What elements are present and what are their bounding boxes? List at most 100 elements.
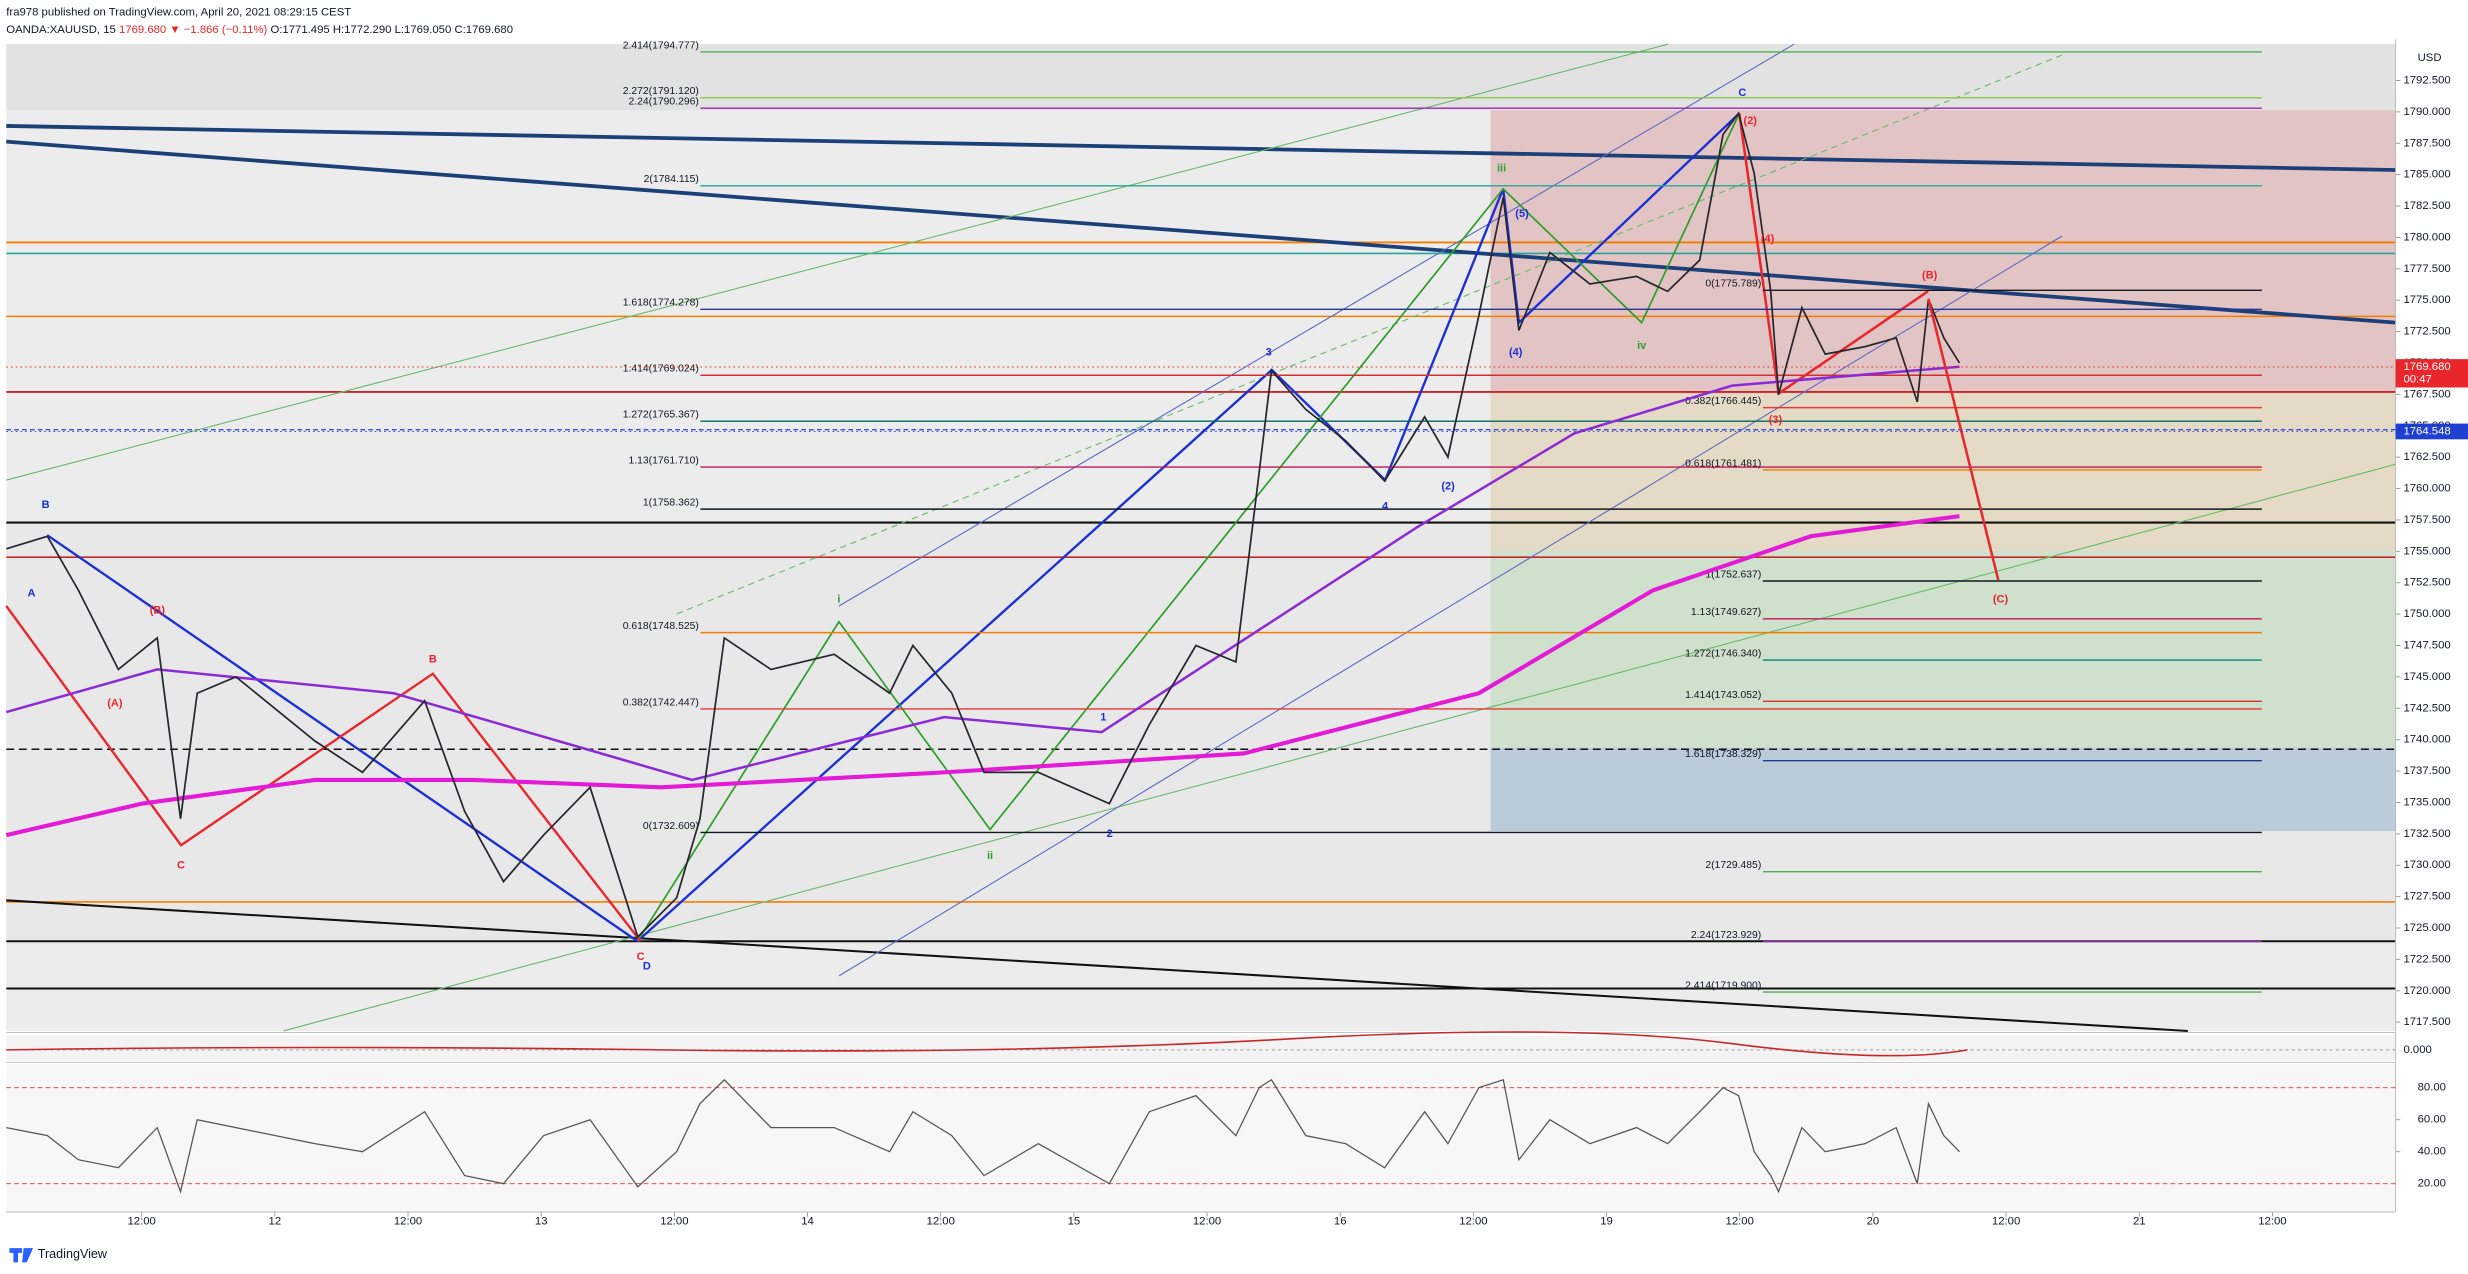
wave-label: C [1738,87,1746,99]
y-tick-label: 1742.500 [2403,702,2450,714]
zone-green [1490,550,2396,748]
y-tick-label: 1740.000 [2403,734,2450,746]
fib-label: 2.272(1791.120) [623,86,699,97]
low: L:1769.050 [395,24,452,36]
macd-tick-label: 0.000 [2403,1044,2431,1056]
x-tick-label: 21 [2133,1215,2146,1227]
wave-label: (C) [1993,594,2009,606]
y-tick-label: 1790.000 [2403,106,2450,118]
wave-label: C [177,860,185,872]
wave-label: (2) [1744,115,1758,127]
rsi-line [6,1078,1960,1194]
y-tick-label: 1775.000 [2403,294,2450,306]
fib-label: 0(1732.609) [643,821,699,832]
fib-label: 1.13(1761.710) [628,456,698,467]
fib-label: 1.618(1774.278) [623,298,699,309]
rsi-pane [6,1064,2396,1212]
y-tick-label: 1732.500 [2403,828,2450,840]
wave-label: (A) [107,697,123,709]
y-tick-label: 1730.000 [2403,859,2450,871]
wave-pattern [636,112,1741,943]
pane-background [6,44,2396,1212]
change: ▼ −1.866 (−0.11%) [169,24,267,36]
moving-average [5,514,1960,838]
wave-label: (B) [150,605,166,617]
wave-pattern [5,605,642,942]
x-tick-label: 12:00 [2258,1215,2286,1227]
wave-label: 3 [1266,346,1272,358]
trend-line [6,124,2396,172]
trend-line [6,139,2396,325]
price-tag-countdown: 00:47 [2403,374,2431,386]
y-tick-label: 1735.000 [2403,796,2450,808]
x-tick-label: 19 [1600,1215,1613,1227]
y-tick-label: 1777.500 [2403,263,2450,275]
x-tick-label: 12:00 [394,1215,422,1227]
fib-label: 1.13(1749.627) [1691,607,1761,618]
y-tick-label: 1782.500 [2403,200,2450,212]
fib-label: 0(1775.789) [1705,279,1761,290]
price-tag-label: 1769.680 [2403,361,2450,373]
rsi-tick-label: 80.00 [2418,1082,2446,1094]
x-tick-label: 14 [801,1215,814,1227]
price-tag [2395,359,2468,388]
currency: USD [2418,52,2442,64]
y-tick-label: 1787.500 [2403,137,2450,149]
y-tick-label: 1780.000 [2403,231,2450,243]
channel-line [6,43,1669,481]
x-tick-label: 12:00 [1726,1215,1754,1227]
fib-label: 1(1758.362) [643,498,699,509]
y-tick-label: 1792.500 [2403,74,2450,86]
wave-pattern [46,534,639,943]
rsi-tick-label: 40.00 [2418,1146,2446,1158]
x-tick-label: 12:00 [1459,1215,1487,1227]
publisher: fra978 published on TradingView.com, Apr… [6,7,351,19]
high: H:1772.290 [333,24,392,36]
x-tick-label: 15 [1068,1215,1081,1227]
fib-label: 1(1752.637) [1705,569,1761,580]
fib-label: 2(1729.485) [1705,860,1761,871]
x-tick-label: 20 [1867,1215,1880,1227]
y-tick-label: 1760.000 [2403,483,2450,495]
channel-line [838,235,2063,977]
x-tick-label: 12:00 [128,1215,156,1227]
price-line [6,111,1961,939]
symbol: OANDA:XAUUSD, 15 [6,24,116,36]
fib-label: 0.618(1748.525) [623,621,699,632]
fib-label: 2.414(1794.777) [623,40,699,51]
wave-label: (4) [1761,233,1775,245]
x-tick-label: 12:00 [1193,1215,1221,1227]
fib-label: 2.414(1719.900) [1685,980,1761,991]
y-tick-label: 1722.500 [2403,953,2450,965]
wave-label: ii [987,850,993,862]
y-tick-label: 1767.500 [2403,388,2450,400]
rsi-tick-label: 60.00 [2418,1114,2446,1126]
forecast-line [1927,298,2000,581]
wave-label: 4 [1382,501,1389,513]
y-tick-label: 1737.500 [2403,765,2450,777]
fib-label: 1.618(1738.329) [1685,749,1761,760]
y-tick-label: 1750.000 [2403,608,2450,620]
wave-label: (B) [1922,269,1938,281]
y-tick-label: 1747.500 [2403,640,2450,652]
wave-label: B [429,653,437,665]
wave-label: (4) [1509,346,1523,358]
price-tag [2395,423,2468,440]
x-tick-label: 12 [269,1215,282,1227]
fib-label: 2(1784.115) [644,174,699,185]
price-tag-label: 1764.548 [2403,425,2450,437]
zone-red [1490,110,2396,394]
trend-line [6,899,2188,1032]
wave-label: i [837,594,840,606]
fib-label: 0.618(1761.481) [1685,458,1761,469]
y-tick-label: 1720.000 [2403,985,2450,997]
fib-label: 1.272(1765.367) [623,410,699,421]
x-tick-label: 12:00 [660,1215,688,1227]
wave-label: A [28,587,36,599]
band [6,44,2396,111]
macd-wave [6,1031,1968,1057]
wave-label: C [637,951,645,963]
wave-label: (3) [1769,414,1783,426]
